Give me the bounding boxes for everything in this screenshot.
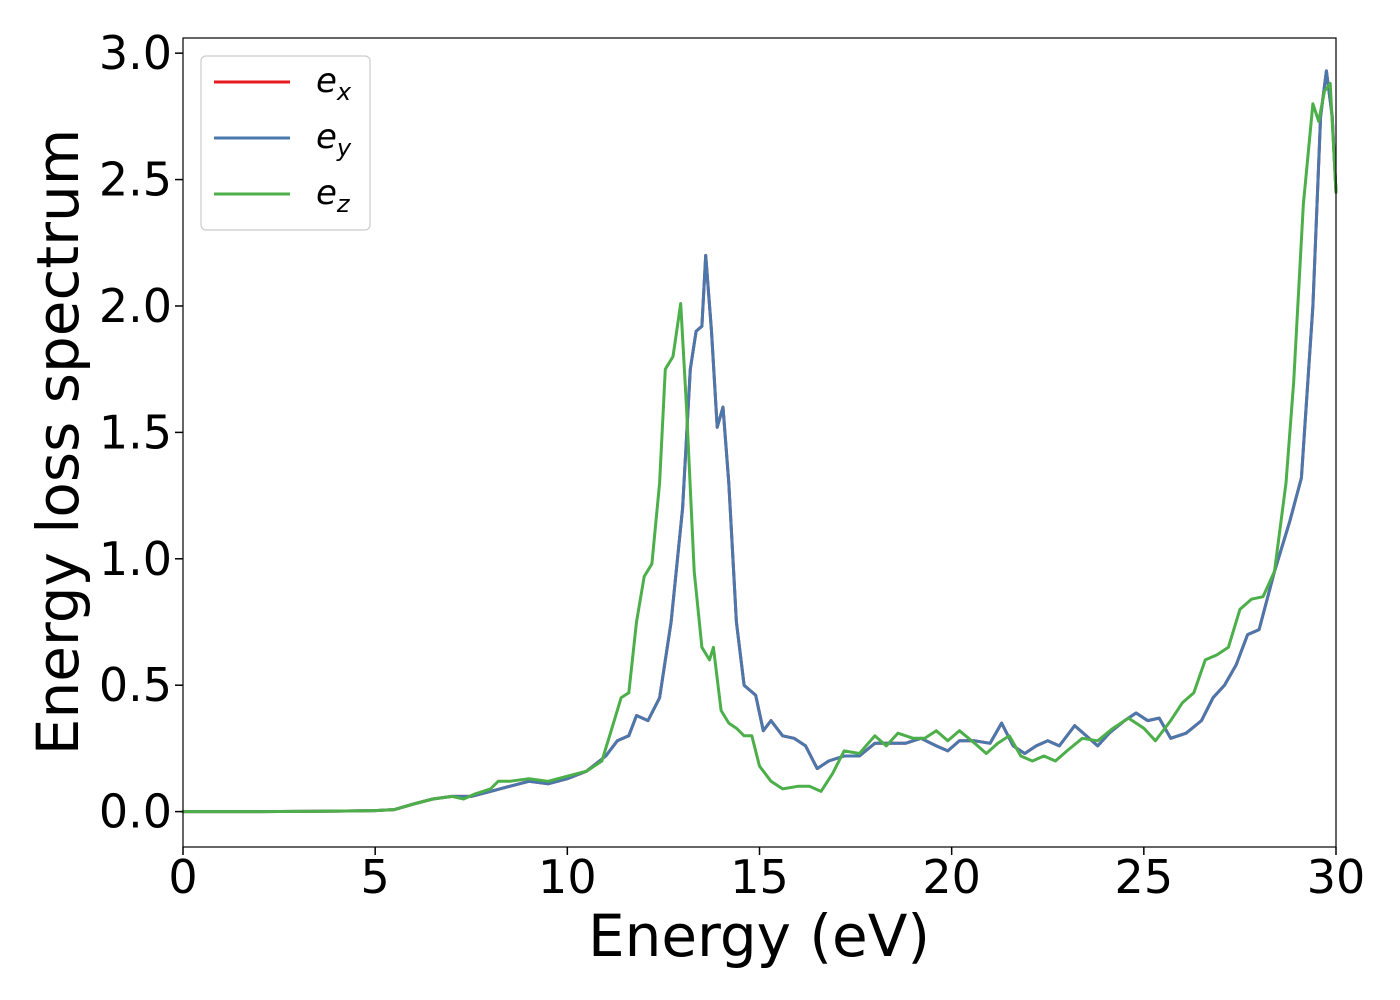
y-axis-title: Energy loss spectrum — [24, 129, 92, 755]
y-tick-label: 2.5 — [99, 153, 172, 207]
x-tick-label: 15 — [730, 850, 789, 904]
legend-label-y: ey — [316, 117, 352, 162]
y-tick-label: 0.0 — [99, 785, 172, 839]
x-tick-label: 30 — [1307, 850, 1366, 904]
series-line-z — [181, 82, 1338, 814]
x-tick-label: 20 — [922, 850, 981, 904]
y-tick-label: 3.0 — [99, 26, 172, 80]
y-tick-label: 0.5 — [99, 658, 172, 712]
y-tick-label: 2.0 — [99, 279, 172, 333]
legend-label-x: ex — [316, 61, 352, 106]
y-tick-label: 1.5 — [99, 405, 172, 459]
series-layer — [181, 69, 1338, 814]
y-tick-label: 1.0 — [99, 532, 172, 586]
x-axis: 0 5 10 15 20 25 30 — [168, 847, 1365, 904]
x-tick-label: 10 — [538, 850, 597, 904]
x-tick-label: 5 — [361, 850, 390, 904]
x-tick-label: 0 — [168, 850, 197, 904]
legend-label-z: ez — [316, 173, 351, 218]
x-axis-title: Energy (eV) — [588, 902, 930, 970]
x-tick-label: 25 — [1115, 850, 1174, 904]
legend-box — [200, 55, 371, 231]
legend: ex ey ez — [200, 55, 371, 231]
y-axis: 0.0 0.5 1.0 1.5 2.0 2.5 3.0 — [99, 26, 183, 839]
